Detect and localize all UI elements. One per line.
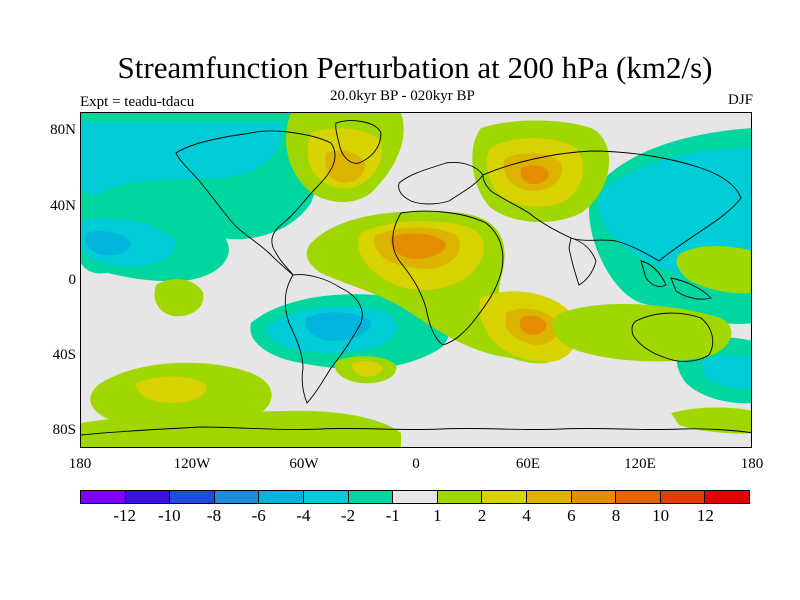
colorbar-swatch xyxy=(660,491,706,503)
contour-pos-eastpacific xyxy=(154,279,204,317)
colorbar-label: -8 xyxy=(206,506,222,525)
colorbar-swatch xyxy=(482,491,527,503)
x-tick-label: 60E xyxy=(515,456,541,472)
colorbar-swatch xyxy=(393,491,438,503)
x-tick-label: 180 xyxy=(740,456,764,472)
x-tick-label: 120W xyxy=(173,456,211,472)
colorbar-label: -12 xyxy=(113,506,136,525)
contour-pos-antarctic-east xyxy=(671,407,751,434)
coastline-greenland xyxy=(335,120,382,164)
plot-subtitle: 20.0kyr BP - 020kyr BP xyxy=(330,88,475,104)
x-tick-label: 120E xyxy=(624,456,656,472)
colorbar-label: -6 xyxy=(251,506,266,525)
coastline-africa xyxy=(392,210,504,346)
y-tick-label: 80N xyxy=(50,122,76,138)
colorbar-swatch xyxy=(616,491,661,503)
map-panel xyxy=(80,112,752,448)
colorbar-swatch xyxy=(170,491,215,503)
coastline-asia xyxy=(482,150,742,262)
contour-pos-siberia-4 xyxy=(520,165,549,185)
contour-pos-antarctic xyxy=(81,410,401,447)
colorbar-label: -10 xyxy=(157,506,181,525)
coastline-europe xyxy=(398,162,484,205)
y-tick-label: 40N xyxy=(50,198,76,214)
experiment-label: Expt = teadu-tdacu xyxy=(80,94,195,110)
colorbar-swatch xyxy=(125,491,171,503)
x-tick-label: 180 xyxy=(68,456,92,472)
coastline-south-america xyxy=(284,274,363,404)
contour-pos-southpacific-2 xyxy=(136,376,207,403)
colorbar-label: -1 xyxy=(385,506,400,525)
contour-pos-africa-4 xyxy=(390,233,446,259)
colorbar-label: 4 xyxy=(522,506,531,525)
colorbar-label: 10 xyxy=(652,506,670,525)
colorbar-swatch xyxy=(81,491,126,503)
contour-pos-southindian xyxy=(552,303,732,362)
contour-pos-far-east xyxy=(676,246,751,294)
contour-neg-arctic-west-core xyxy=(81,123,282,195)
colorbar-swatch xyxy=(705,491,749,503)
contour-pos-northatlantic-3 xyxy=(325,150,366,183)
colorbar xyxy=(80,490,750,504)
x-tick-label: 60W xyxy=(289,456,319,472)
contour-neg-pacific-inner xyxy=(85,231,131,256)
colorbar-swatch xyxy=(437,491,483,503)
colorbar-label: -2 xyxy=(340,506,356,525)
y-tick-label: 80S xyxy=(52,422,76,438)
coastline-australia xyxy=(631,312,714,362)
colorbar-swatch xyxy=(303,491,349,503)
contour-neg-south-indian xyxy=(701,355,751,389)
y-tick-label: 40S xyxy=(52,347,76,363)
coastlines xyxy=(81,120,751,436)
contour-pos-southernafrica-3 xyxy=(519,315,547,335)
contour-map xyxy=(81,113,751,447)
colorbar-swatch xyxy=(526,491,572,503)
colorbar-label: -4 xyxy=(296,506,311,525)
coastline-antarctica xyxy=(81,426,751,436)
coastline-india xyxy=(568,237,597,286)
colorbar-label: 1 xyxy=(433,506,442,525)
colorbar-swatch xyxy=(214,491,260,503)
season-label: DJF xyxy=(727,92,753,108)
contour-pos-midatlantic-2 xyxy=(351,360,383,377)
colorbar-label: 2 xyxy=(477,506,487,525)
colorbar-swatch xyxy=(571,491,617,503)
colorbar-swatch xyxy=(259,491,304,503)
x-tick-label: 0 xyxy=(412,456,420,472)
coastline-southeast-asia xyxy=(640,260,712,300)
colorbar-label: 12 xyxy=(696,506,714,525)
colorbar-label: 8 xyxy=(611,506,621,525)
y-tick-label: 0 xyxy=(68,272,77,288)
colorbar-swatch xyxy=(348,491,394,503)
colorbar-label: 6 xyxy=(567,506,576,525)
plot-title: Streamfunction Perturbation at 200 hPa (… xyxy=(117,50,713,85)
